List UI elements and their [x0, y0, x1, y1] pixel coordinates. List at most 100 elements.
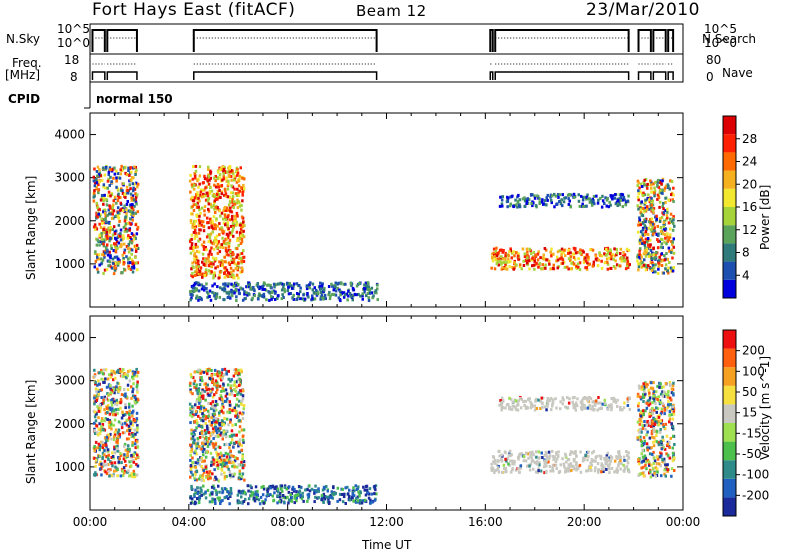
power-cell	[135, 232, 139, 236]
power-cell	[669, 227, 672, 231]
power-cell	[581, 202, 584, 206]
velocity-cell	[211, 412, 215, 416]
power-cell	[614, 266, 617, 270]
velocity-cell	[640, 466, 643, 470]
velocity-cell	[610, 408, 613, 412]
power-cell	[644, 246, 647, 250]
power-cell	[296, 297, 299, 301]
velocity-cell	[207, 387, 210, 391]
velocity-cell	[585, 469, 588, 473]
power-cell	[218, 270, 222, 274]
velocity-cell	[217, 452, 220, 456]
power-cell	[574, 251, 578, 255]
velocity-cell	[94, 387, 98, 391]
power-cell	[669, 233, 672, 237]
power-cell	[206, 199, 210, 203]
velocity-cell	[608, 462, 611, 466]
velocity-cell	[354, 484, 357, 488]
velocity-cell	[223, 471, 226, 475]
power-colorbar-tick-label: 20	[742, 177, 757, 191]
power-cell	[193, 226, 197, 230]
power-cell	[115, 201, 118, 205]
power-cell	[613, 247, 616, 251]
power-cell	[652, 182, 655, 186]
power-cell	[370, 286, 374, 290]
power-cell	[236, 239, 239, 242]
velocity-cell	[230, 491, 233, 495]
power-cell	[657, 261, 660, 265]
power-cell	[649, 238, 652, 242]
power-cell	[672, 245, 675, 249]
power-cell	[127, 169, 130, 172]
velocity-cell	[562, 398, 565, 402]
power-cell	[202, 181, 205, 185]
velocity-cell	[211, 433, 214, 437]
power-cell	[639, 230, 643, 234]
velocity-cell	[135, 411, 139, 415]
power-cell	[664, 184, 668, 188]
velocity-cell	[237, 368, 240, 372]
velocity-cell	[224, 388, 228, 392]
velocity-cell	[518, 453, 521, 457]
power-cell	[671, 243, 674, 246]
velocity-cell	[652, 425, 655, 428]
power-cell	[667, 184, 670, 188]
power-cell	[653, 191, 656, 195]
power-cell	[655, 214, 658, 218]
velocity-ytick-label: 4000	[54, 331, 85, 345]
power-cell	[221, 229, 225, 233]
power-cell	[107, 190, 111, 194]
power-cell	[308, 286, 312, 290]
power-cell	[107, 212, 111, 216]
velocity-cell	[196, 492, 199, 495]
power-cell	[191, 212, 194, 216]
power-cell	[108, 239, 111, 243]
power-cell	[618, 201, 621, 205]
velocity-cell	[276, 501, 279, 505]
velocity-cell	[516, 408, 520, 412]
velocity-cell	[119, 421, 123, 425]
velocity-cell	[215, 491, 218, 495]
velocity-cell	[104, 441, 107, 445]
velocity-cell	[112, 435, 116, 439]
power-cell	[237, 243, 240, 247]
power-cell	[295, 282, 299, 286]
velocity-cell	[114, 408, 118, 412]
velocity-cell	[131, 414, 134, 418]
power-cell	[376, 283, 379, 287]
power-cell	[372, 294, 375, 298]
power-cell	[109, 175, 112, 179]
velocity-cell	[134, 397, 138, 401]
power-cell	[198, 270, 201, 273]
velocity-cell	[537, 469, 540, 473]
velocity-cell	[106, 377, 110, 381]
power-cell	[343, 293, 347, 297]
velocity-cell	[615, 455, 618, 459]
velocity-frame	[89, 315, 684, 511]
power-cell	[121, 168, 124, 172]
velocity-cell	[228, 502, 231, 506]
power-cell	[202, 285, 206, 289]
velocity-cell	[237, 440, 240, 444]
power-cell	[667, 266, 670, 270]
power-cell	[191, 185, 194, 189]
freq-trace	[652, 71, 667, 80]
power-cell	[198, 221, 202, 225]
velocity-cell	[194, 449, 197, 453]
velocity-cell	[124, 406, 127, 410]
velocity-cell	[219, 458, 223, 462]
power-cell	[240, 266, 244, 270]
power-cell	[355, 284, 359, 288]
velocity-cell	[640, 452, 643, 456]
power-cell	[529, 193, 533, 196]
velocity-cell	[598, 468, 601, 472]
velocity-cell	[229, 487, 233, 490]
velocity-cell	[213, 499, 217, 503]
velocity-cell	[211, 492, 214, 496]
velocity-cell	[511, 400, 515, 404]
power-cell	[551, 266, 555, 270]
velocity-cell	[219, 502, 222, 505]
power-cell	[653, 194, 656, 198]
velocity-cell	[574, 451, 577, 455]
velocity-cell	[306, 499, 309, 503]
